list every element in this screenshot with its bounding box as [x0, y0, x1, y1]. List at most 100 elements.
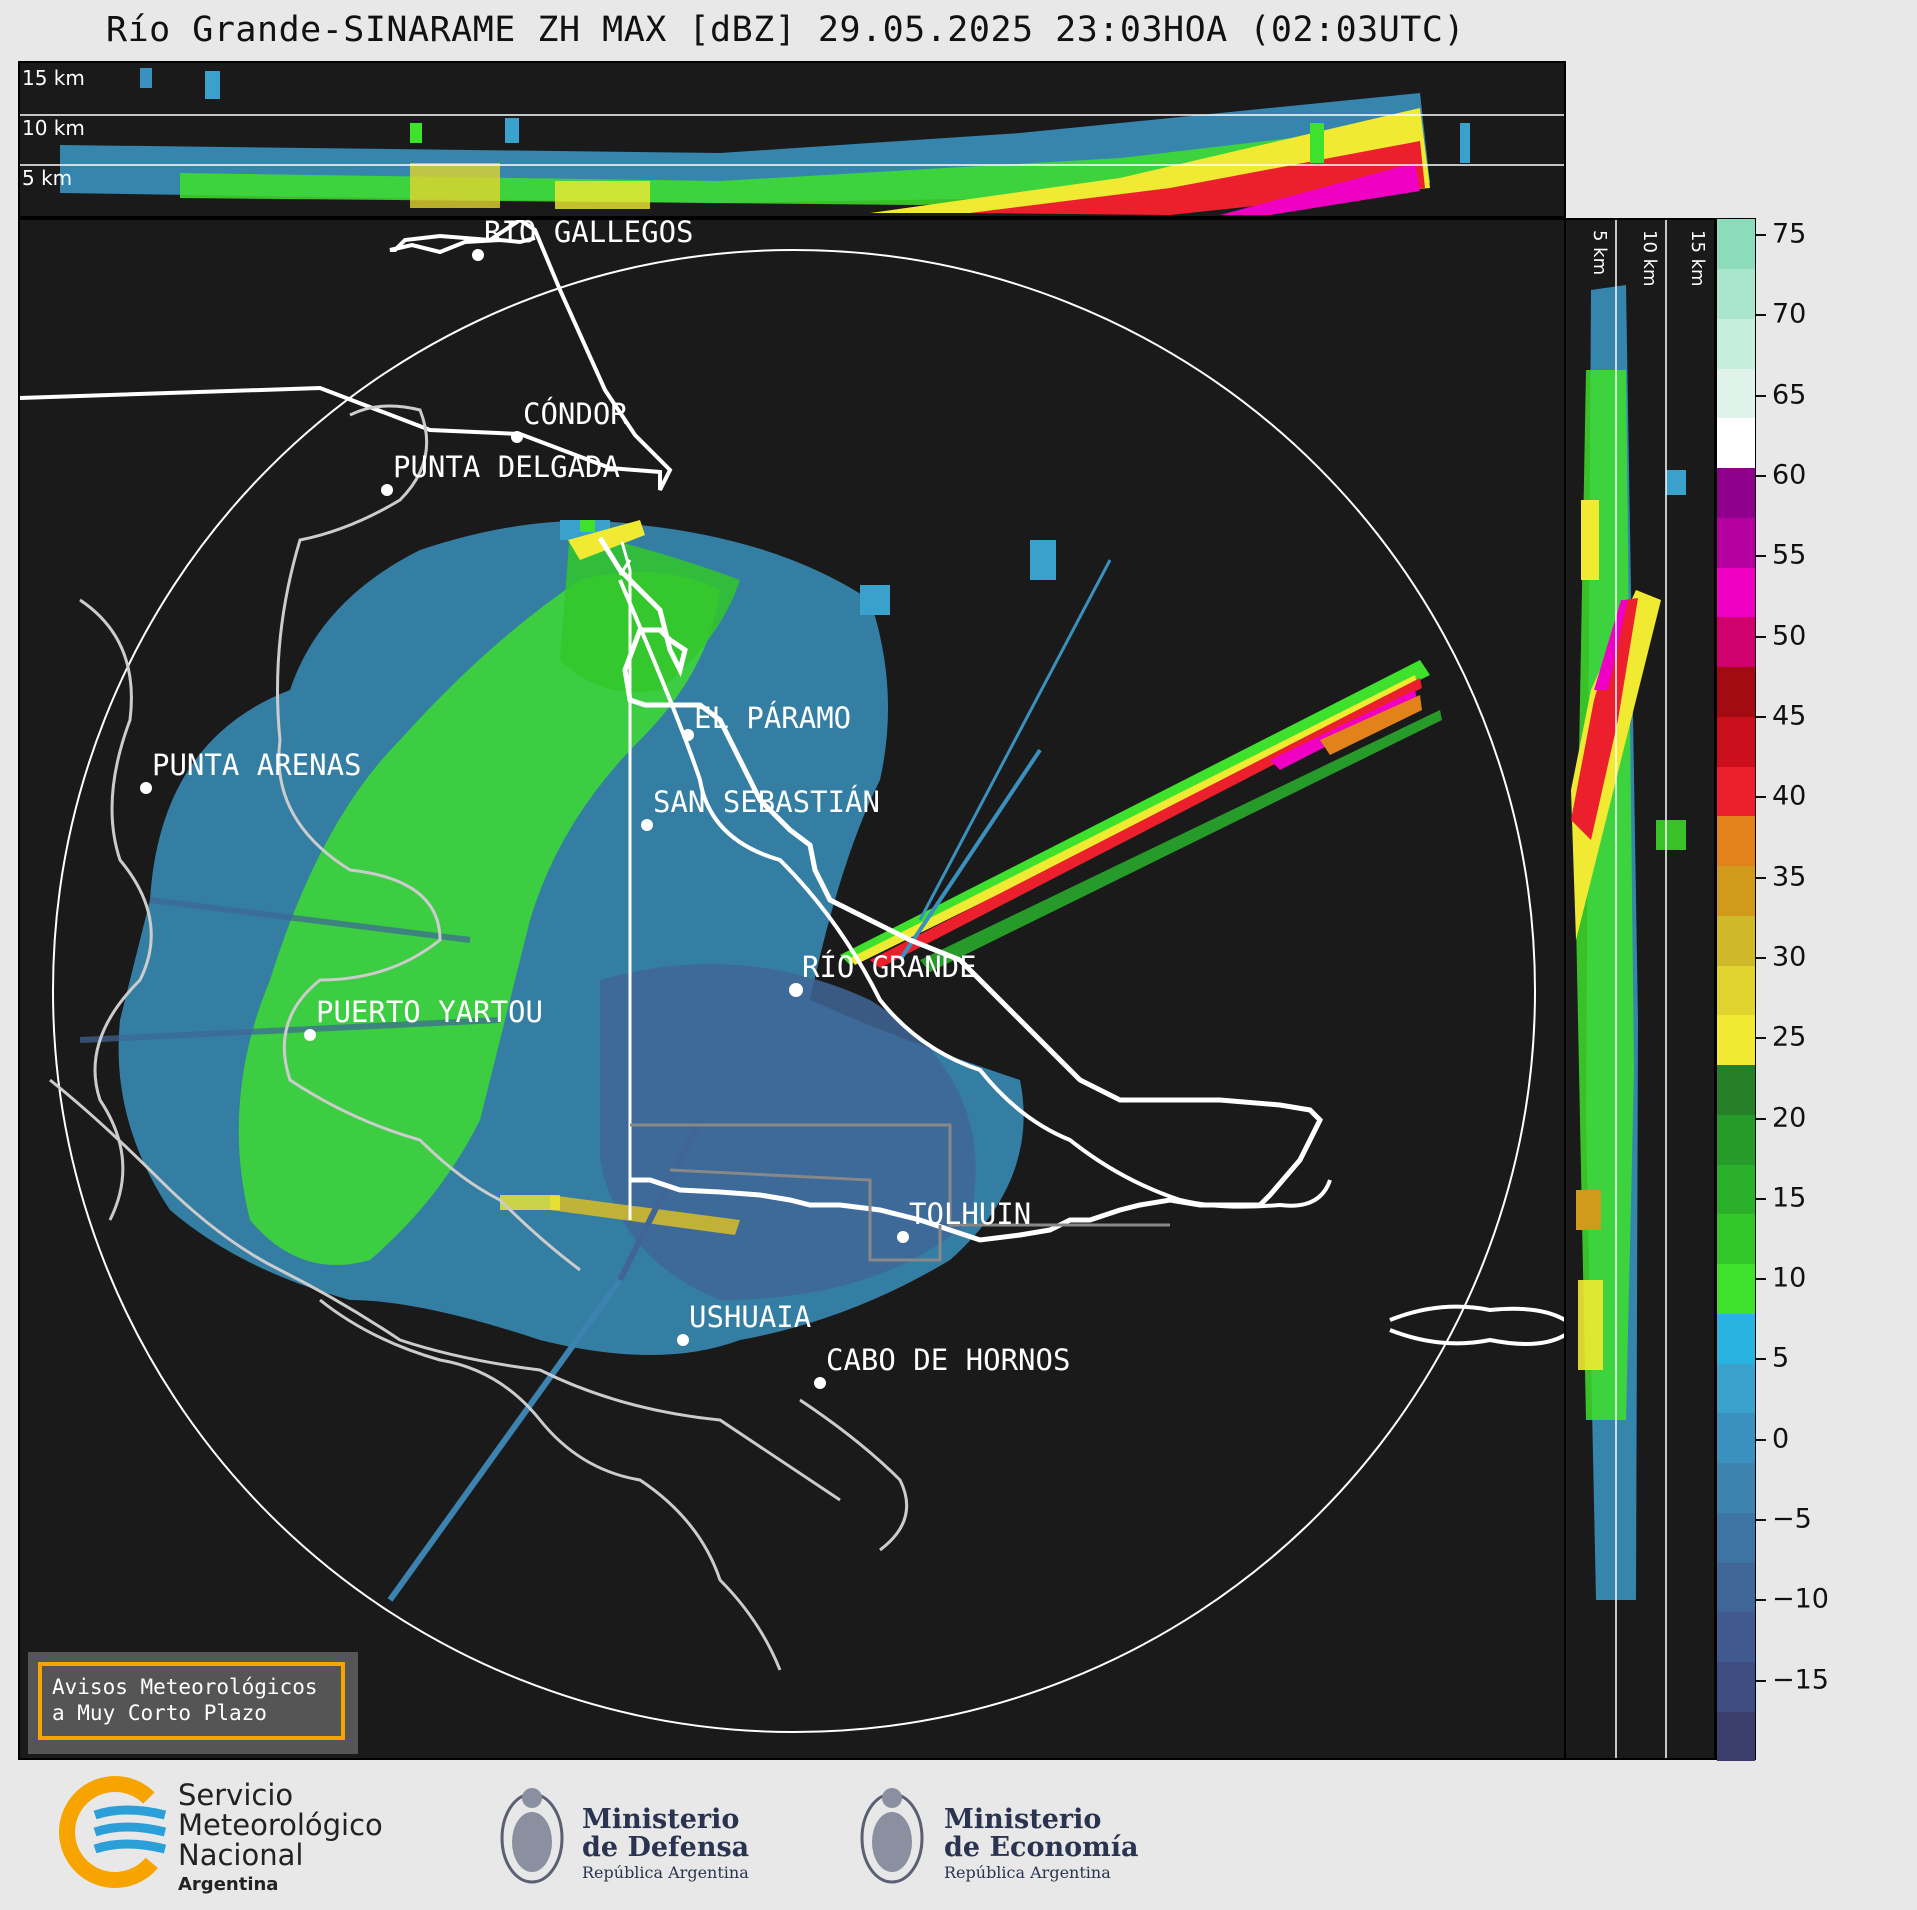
colorbar-segment — [1717, 1363, 1755, 1414]
aviso-inner[interactable]: Avisos Meteorológicos a Muy Corto Plazo — [38, 1662, 345, 1740]
colorbar-tick-label: 30 — [1772, 941, 1807, 973]
colorbar — [1716, 218, 1756, 1762]
colorbar-segment — [1717, 219, 1755, 270]
place-puerto-yartou: PUERTO YARTOU — [304, 995, 543, 1041]
colorbar-segment — [1717, 1114, 1755, 1165]
top-cross-section-svg: 15 km 10 km 5 km — [20, 66, 1564, 215]
top-height-label-5: 5 km — [22, 166, 72, 190]
colorbar-segment — [1717, 1164, 1755, 1215]
colorbar-tick — [1756, 1599, 1766, 1602]
colorbar-segment — [1717, 318, 1755, 369]
colorbar-segment — [1717, 1611, 1755, 1662]
colorbar-segment — [1717, 1661, 1755, 1712]
place-rio-gallegos: RÍO GALLEGOS — [472, 220, 694, 261]
smn-line-2: Meteorológico — [178, 1808, 383, 1842]
colorbar-tick-label: 35 — [1772, 861, 1807, 893]
side-height-label-10: 10 km — [1639, 230, 1660, 287]
colorbar-tick — [1756, 1278, 1766, 1281]
colorbar-segment — [1717, 1064, 1755, 1115]
side-cross-section-panel: 5 km 10 km 15 km — [1564, 218, 1716, 1760]
colorbar-segment — [1717, 268, 1755, 319]
place-condor: CÓNDOR — [511, 397, 628, 443]
colorbar-tick-label: 60 — [1772, 459, 1807, 491]
colorbar-tick — [1756, 876, 1766, 879]
colorbar-tick-label: −10 — [1772, 1583, 1829, 1615]
colorbar-segment — [1717, 766, 1755, 817]
smn-logo-icon — [59, 1776, 171, 1888]
aviso-box[interactable]: Avisos Meteorológicos a Muy Corto Plazo — [28, 1652, 358, 1754]
place-label: SAN SEBASTIÁN — [653, 785, 880, 819]
colorbar-segment — [1717, 865, 1755, 916]
side-height-label-5: 5 km — [1589, 230, 1610, 275]
smn-line-1: Servicio — [178, 1778, 294, 1812]
smn-line-3: Nacional — [178, 1838, 304, 1872]
colorbar-tick-label: −15 — [1772, 1664, 1829, 1696]
colorbar-tick — [1756, 1519, 1766, 1522]
colorbar-tick-label: 70 — [1772, 298, 1807, 330]
colorbar-tick-label: 5 — [1772, 1342, 1790, 1374]
colorbar-segment — [1717, 1562, 1755, 1613]
echo-area-moderate — [238, 572, 720, 1265]
echo-area-weak — [600, 964, 976, 1300]
colorbar-tick — [1756, 956, 1766, 959]
colorbar-tick — [1756, 314, 1766, 317]
defensa-line-1: Ministerio — [582, 1804, 740, 1835]
colorbar-tick-label: 40 — [1772, 780, 1807, 812]
place-label: EL PÁRAMO — [694, 701, 851, 735]
place-label: USHUAIA — [689, 1300, 811, 1334]
defensa-shield-icon — [500, 1788, 564, 1884]
defensa-line-3: República Argentina — [582, 1863, 749, 1882]
colorbar-segment — [1717, 666, 1755, 717]
colorbar-tick — [1756, 555, 1766, 558]
colorbar-segment — [1717, 1512, 1755, 1563]
colorbar-segment — [1717, 417, 1755, 469]
colorbar-tick — [1756, 715, 1766, 718]
smn-line-4: Argentina — [178, 1874, 279, 1895]
economia-line-2: de Economía — [944, 1832, 1139, 1863]
economia-logo-text: Ministerio de Economía República Argenti… — [944, 1806, 1138, 1884]
footer-logos-svg — [59, 1776, 924, 1888]
side-height-label-15: 15 km — [1687, 230, 1708, 287]
colorbar-segment — [1717, 1263, 1755, 1314]
place-label: PUERTO YARTOU — [316, 995, 543, 1029]
colorbar-segment — [1717, 1412, 1755, 1464]
colorbar-tick — [1756, 1358, 1766, 1361]
colorbar-tick — [1756, 475, 1766, 477]
colorbar-tick — [1756, 1679, 1766, 1682]
colorbar-tick-label: 15 — [1772, 1182, 1807, 1214]
aviso-line-2: a Muy Corto Plazo — [52, 1701, 267, 1725]
defensa-line-2: de Defensa — [582, 1832, 750, 1863]
economia-shield-icon — [860, 1788, 924, 1884]
colorbar-tick — [1756, 1037, 1766, 1040]
colorbar-segment — [1717, 567, 1755, 618]
colorbar-segment — [1717, 716, 1755, 767]
colorbar-segment — [1717, 915, 1755, 966]
colorbar-tick — [1756, 796, 1766, 799]
colorbar-segment — [1717, 368, 1755, 419]
colorbar-tick-label: 0 — [1772, 1423, 1790, 1455]
place-label: CABO DE HORNOS — [826, 1343, 1070, 1377]
place-san-sebastian: SAN SEBASTIÁN — [641, 785, 880, 831]
colorbar-tick-label: 25 — [1772, 1021, 1807, 1053]
colorbar-tick — [1756, 1117, 1766, 1120]
radar-map-svg: RÍO GALLEGOS CÓNDOR PUNTA DELGADA EL PÁR… — [20, 220, 1564, 1733]
colorbar-segment — [1717, 815, 1755, 867]
colorbar-tick-label: 50 — [1772, 620, 1807, 652]
colorbar-tick-label: 10 — [1772, 1262, 1807, 1294]
chart-title: Río Grande-SINARAME ZH MAX [dBZ] 29.05.2… — [106, 10, 1466, 50]
colorbar-tick-label: 45 — [1772, 700, 1807, 732]
colorbar-tick — [1756, 394, 1766, 397]
top-height-label-10: 10 km — [22, 116, 85, 140]
colorbar-tick — [1756, 234, 1766, 237]
side-cross-section-svg: 5 km 10 km 15 km — [1571, 220, 1708, 1758]
place-label: TOLHUIN — [909, 1197, 1031, 1231]
place-rio-grande: RÍO GRANDE — [789, 950, 977, 997]
top-height-label-15: 15 km — [22, 66, 85, 90]
colorbar-tick-label: 55 — [1772, 539, 1807, 571]
place-punta-arenas: PUNTA ARENAS — [140, 748, 362, 794]
colorbar-tick-label: 20 — [1772, 1102, 1807, 1133]
place-ushuaia: USHUAIA — [677, 1300, 811, 1346]
economia-line-3: República Argentina — [944, 1863, 1111, 1882]
colorbar-segment — [1717, 467, 1755, 518]
top-cross-section-panel: 15 km 10 km 5 km — [18, 61, 1566, 218]
